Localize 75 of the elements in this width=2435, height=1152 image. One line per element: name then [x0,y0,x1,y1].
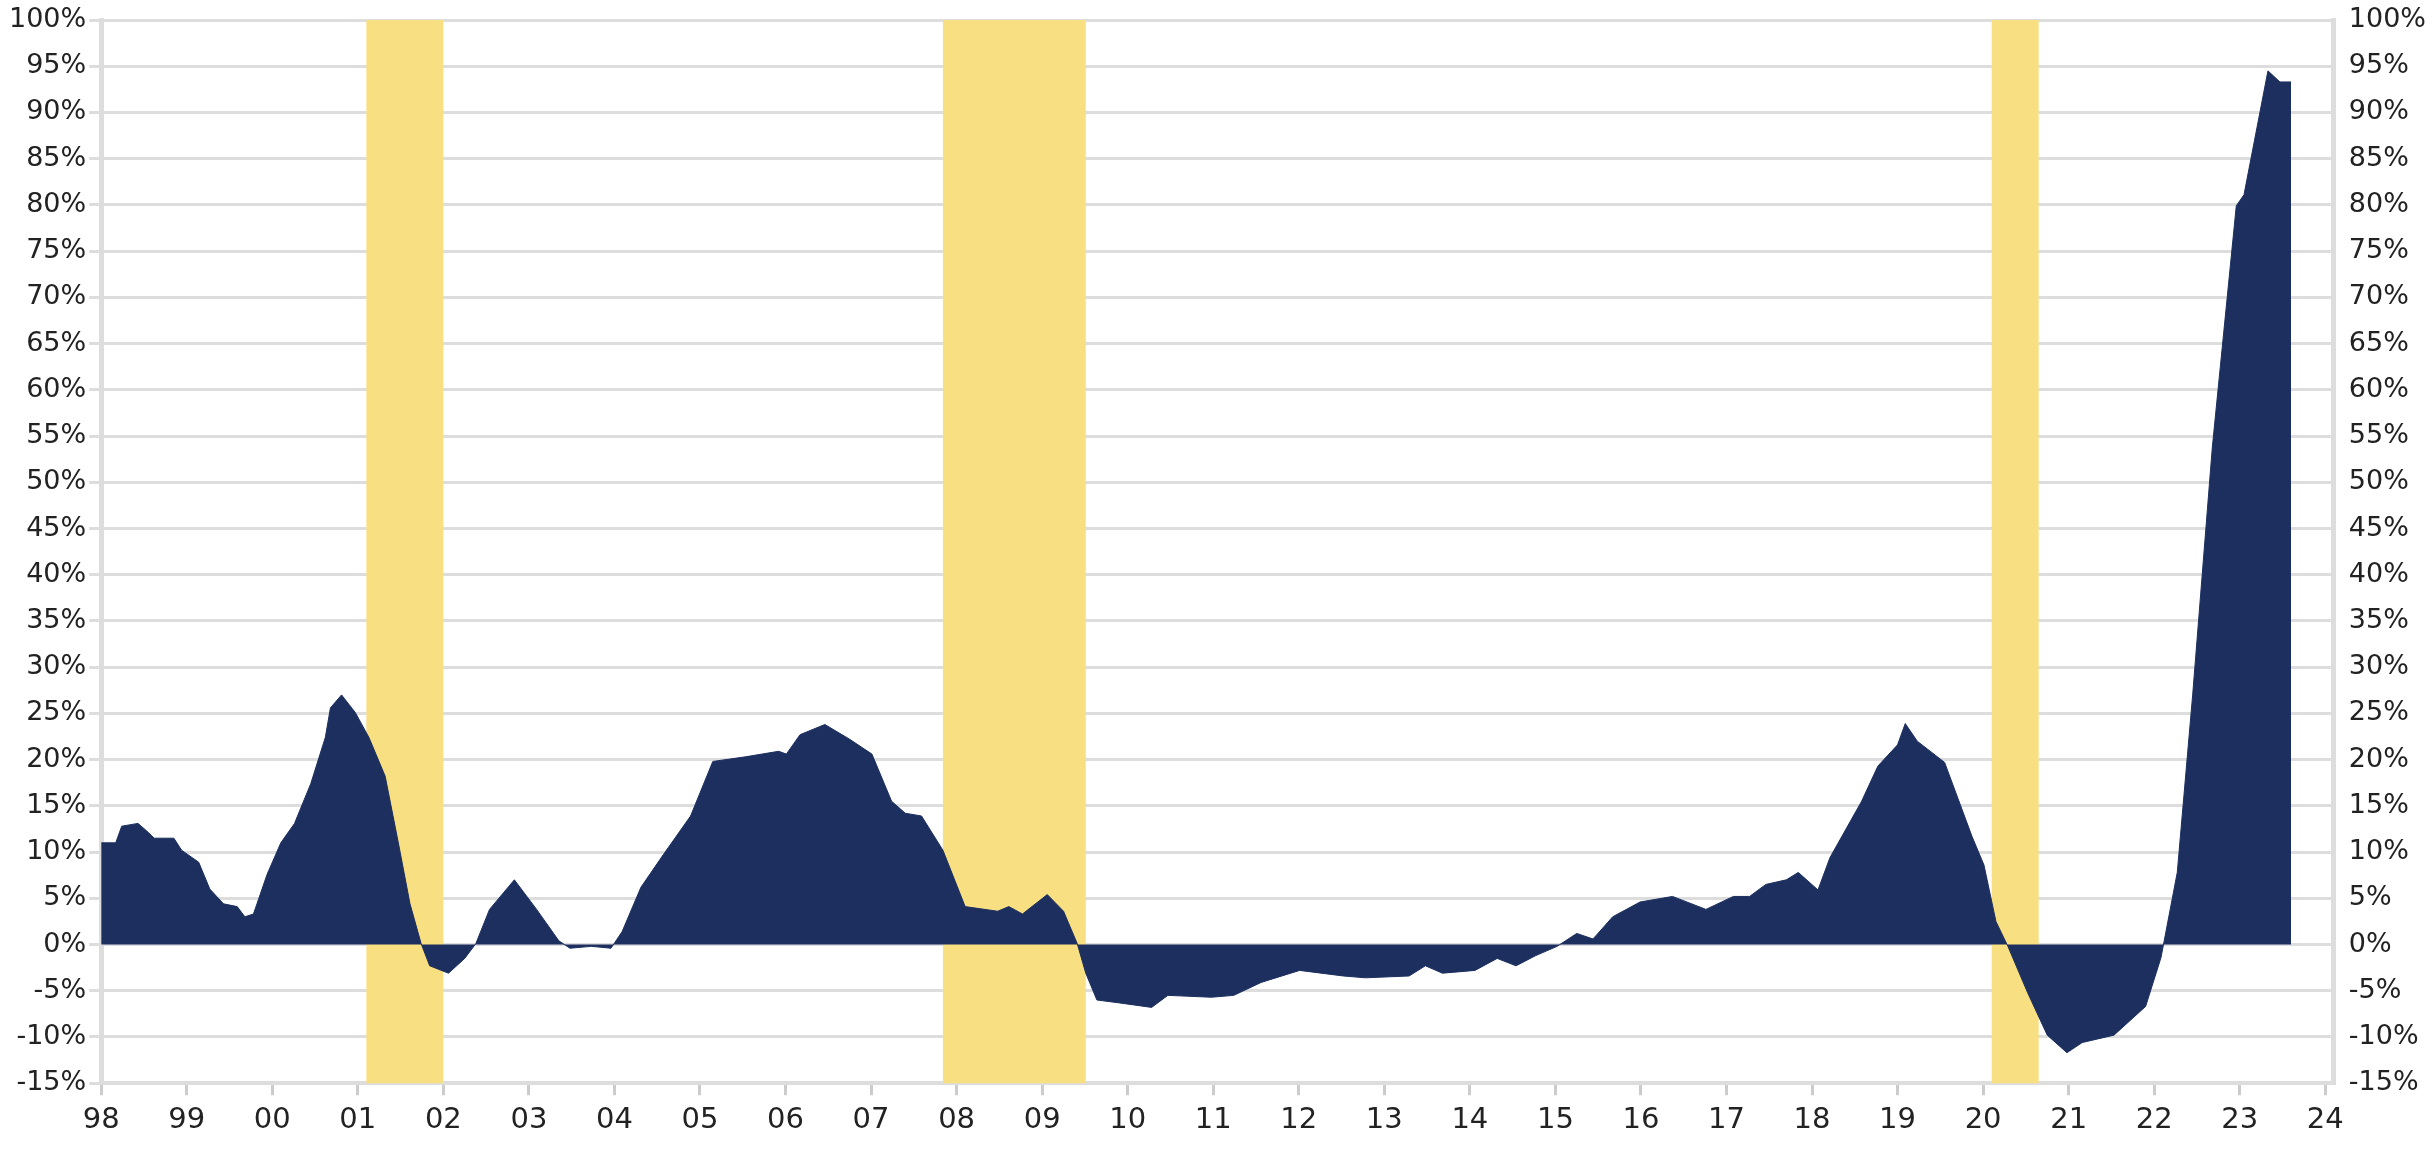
y-tick-label: 40% [26,556,87,588]
x-tick-label: 23 [2221,1101,2259,1136]
y-tick-label: 85% [26,140,87,172]
x-tick-label: 22 [2135,1101,2173,1136]
x-tick-label: 16 [1622,1101,1660,1136]
x-tick-label: 21 [2050,1101,2088,1136]
y-tick-label: 30% [26,649,87,681]
y-tick-label: 45% [26,510,87,542]
y-tick-label: 60% [26,371,87,403]
y2-tick-label: -5% [2348,972,2402,1004]
x-tick-label: 19 [1879,1101,1916,1136]
x-tick-label: 09 [1023,1101,1061,1136]
x-tick-label: 10 [1109,1101,1147,1136]
x-tick-label: 20 [1964,1101,2002,1136]
y-tick-label: 0% [43,926,87,958]
y-tick-label: 100% [8,2,87,34]
y2-tick-label: 5% [2348,880,2392,912]
y2-tick-label: 95% [2348,48,2409,80]
y-tick-label: -15% [16,1065,87,1097]
y-tick-label: 95% [26,48,87,80]
y2-tick-label: 15% [2348,787,2409,819]
x-tick-label: 06 [767,1101,804,1136]
x-tick-label: 08 [938,1101,976,1136]
y-tick-label: -5% [33,972,87,1004]
y2-tick-label: 45% [2348,510,2409,542]
y2-tick-label: 35% [2348,602,2409,634]
x-tick-label: 02 [424,1101,462,1136]
y2-tick-label: 65% [2348,325,2409,357]
x-tick-label: 17 [1708,1101,1745,1136]
y-tick-label: 55% [26,418,87,450]
x-tick-label: 15 [1536,1101,1574,1136]
x-tick-label: 03 [510,1101,548,1136]
y2-tick-label: 40% [2348,556,2409,588]
y2-tick-label: 70% [2348,279,2409,311]
x-tick-label: 04 [595,1101,633,1136]
y-tick-label: 65% [26,325,87,357]
y-tick-label: 75% [26,233,87,265]
y2-tick-label: 50% [2348,464,2409,496]
y2-tick-label: 85% [2348,140,2409,172]
y2-tick-label: 10% [2348,834,2409,866]
x-tick-label: 98 [82,1101,120,1136]
y-tick-label: 15% [26,787,87,819]
y-tick-label: 90% [26,94,87,126]
y-tick-label: 80% [26,186,87,218]
x-tick-label: 00 [253,1101,291,1136]
x-tick-label: 99 [168,1101,206,1136]
x-tick-label: 13 [1365,1101,1403,1136]
y2-tick-label: 80% [2348,186,2409,218]
y2-tick-label: -10% [2348,1018,2419,1050]
y2-tick-label: 100% [2348,2,2427,34]
y2-tick-label: 25% [2348,695,2409,727]
y-tick-label: 10% [26,834,87,866]
x-tick-label: 12 [1280,1101,1318,1136]
x-tick-label: 01 [339,1101,377,1136]
x-tick-label: 07 [852,1101,890,1136]
y2-tick-label: 55% [2348,418,2409,450]
y-tick-label: 35% [26,602,87,634]
y-tick-label: 25% [26,695,87,727]
y2-tick-label: 30% [2348,649,2409,681]
y2-tick-label: 60% [2348,371,2409,403]
x-tick-label: 05 [681,1101,719,1136]
x-tick-label: 24 [2306,1101,2344,1136]
y2-tick-label: 0% [2348,926,2392,958]
y2-tick-label: -15% [2348,1065,2419,1097]
x-tick-label: 14 [1451,1101,1489,1136]
y-tick-label: 20% [26,741,87,773]
y2-tick-label: 90% [2348,94,2409,126]
x-tick-label: 18 [1793,1101,1831,1136]
y-tick-label: 5% [43,880,87,912]
x-tick-label: 11 [1194,1101,1232,1136]
y-tick-label: 50% [26,464,87,496]
y-tick-label: 70% [26,279,87,311]
y2-tick-label: 20% [2348,741,2409,773]
y2-tick-label: 75% [2348,233,2409,265]
y-tick-label: -10% [16,1018,87,1050]
